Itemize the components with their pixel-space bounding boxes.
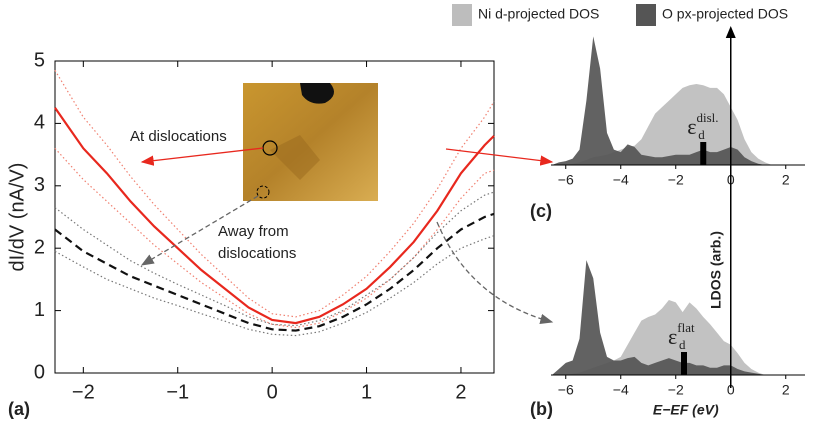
x-tick-label: 0 <box>267 381 278 403</box>
plots: 0 1 2 3 4 5 −2 −1 0 1 2 dI/dV (nA/V) At dislocations… <box>6 4 805 419</box>
d-band-label-symbol: ε <box>668 324 677 349</box>
y-tick-label: 3 <box>34 174 45 196</box>
y-tick-label: 2 <box>34 236 45 258</box>
d-band-center <box>681 352 687 375</box>
d-band-center <box>700 142 706 165</box>
x-tick-label: −2 <box>668 172 684 188</box>
legend-swatch <box>452 4 472 26</box>
annotation: At dislocations <box>130 128 227 145</box>
x-axis-label: E−EF (eV) <box>653 402 719 418</box>
y-tick-label: 5 <box>34 49 45 71</box>
d-band-label-sup: flat <box>677 320 695 335</box>
y-tick-label: 1 <box>34 299 45 321</box>
y-tick-label: 4 <box>34 112 45 134</box>
x-tick-label: 2 <box>782 172 790 188</box>
stm-inset <box>243 83 378 201</box>
legend-swatch <box>636 4 656 26</box>
legend-label: O px-projected DOS <box>662 6 788 22</box>
x-tick-label: 1 <box>361 381 372 403</box>
y-axis-label: LDOS (arb.) <box>707 231 723 309</box>
annotation: Away from <box>218 223 289 240</box>
panel-label: (a) <box>8 399 30 419</box>
x-tick-label: −1 <box>166 381 189 403</box>
x-tick-label: −6 <box>558 172 574 188</box>
panel-label: (b) <box>530 399 553 419</box>
y-tick-label: 0 <box>34 361 45 383</box>
panel-label: (c) <box>530 201 552 221</box>
annotation: dislocations <box>218 245 296 262</box>
x-tick-label: −4 <box>613 172 629 188</box>
x-tick-label: −4 <box>613 382 629 398</box>
ldos-axis-arrow <box>726 26 736 38</box>
y-axis-label: dI/dV (nA/V) <box>6 163 28 272</box>
d-band-label-symbol: ε <box>687 114 696 139</box>
x-tick-label: 2 <box>782 382 790 398</box>
x-tick-label: −6 <box>558 382 574 398</box>
d-band-label-sub: d <box>679 337 686 352</box>
figure: 0 1 2 3 4 5 −2 −1 0 1 2 dI/dV (nA/V) At dislocations… <box>0 0 831 427</box>
arrow <box>446 149 552 162</box>
d-band-label-sup: disl. <box>697 110 719 125</box>
x-tick-label: −2 <box>668 382 684 398</box>
x-tick-label: 2 <box>455 381 466 403</box>
x-tick-label: −2 <box>72 381 95 403</box>
d-band-label-sub: d <box>698 127 705 142</box>
legend-label: Ni d-projected DOS <box>478 6 599 22</box>
